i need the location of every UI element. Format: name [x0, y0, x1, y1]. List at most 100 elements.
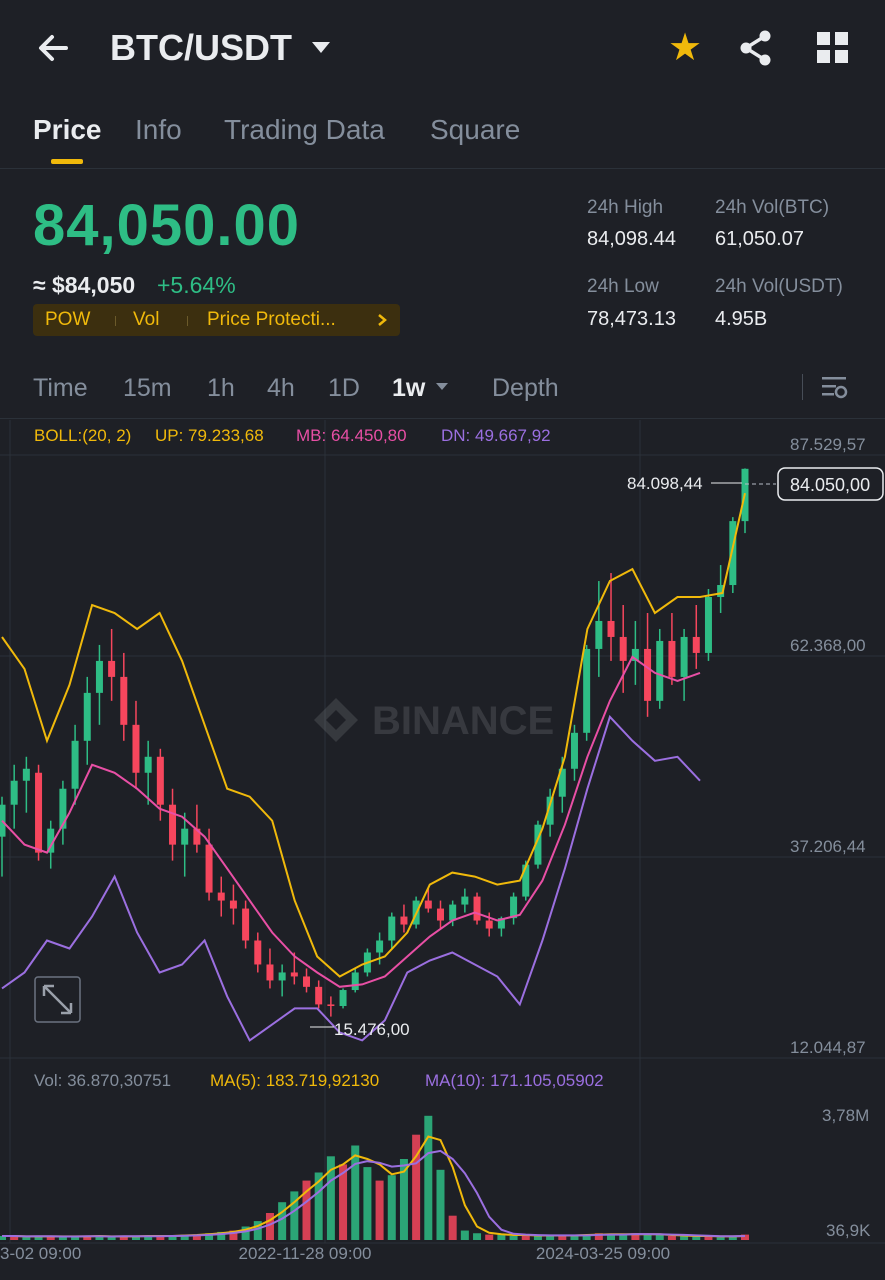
tab-info[interactable]: Info	[135, 114, 182, 145]
interval-15m[interactable]: 15m	[123, 374, 172, 402]
y-tick-label: 12.044,87	[790, 1038, 866, 1057]
page-tabs: Price Info Trading Data Square	[0, 108, 885, 169]
candle	[303, 968, 311, 993]
tab-price[interactable]: Price	[33, 114, 102, 145]
chevron-right-icon[interactable]	[376, 313, 388, 327]
candle-body	[193, 828, 201, 845]
candle-body	[534, 824, 542, 865]
binance-watermark: BINANCE	[314, 698, 554, 743]
chart-grid	[0, 420, 885, 1244]
candle-body	[570, 732, 578, 769]
candle	[327, 996, 335, 1017]
interval-1h[interactable]: 1h	[207, 374, 235, 402]
high-label: 24h High	[587, 197, 664, 218]
candle	[473, 892, 481, 925]
candle-body	[510, 896, 518, 919]
low-value: 78,473.13	[587, 308, 676, 330]
candle	[704, 589, 712, 661]
volume-bar	[741, 1234, 749, 1240]
share-icon[interactable]	[736, 28, 776, 68]
star-icon[interactable]: ★	[668, 27, 703, 69]
volume-bar	[716, 1237, 725, 1240]
volume-ma5-line	[2, 1135, 746, 1238]
candle-body	[729, 521, 737, 586]
candle-body	[668, 640, 676, 677]
low-label: 24h Low	[587, 276, 659, 297]
vol-btc-value: 61,050.07	[715, 228, 804, 250]
interval-time[interactable]: Time	[33, 374, 88, 402]
candle	[108, 628, 116, 701]
candle-body	[132, 724, 140, 773]
tag-price-protection[interactable]: Price Protecti...	[207, 309, 336, 330]
candle-body	[461, 896, 469, 905]
candle-body	[278, 972, 286, 981]
candle-body	[290, 972, 298, 977]
tag-vol[interactable]: Vol	[133, 309, 160, 330]
candle	[132, 700, 140, 789]
volume-bar	[192, 1234, 201, 1240]
candle	[217, 876, 225, 917]
tag-divider	[115, 316, 116, 326]
tab-trading-data[interactable]: Trading Data	[224, 114, 385, 145]
tag-bar[interactable]: POW Vol Price Protecti...	[33, 304, 400, 336]
x-tick-label: 2022-11-28 09:00	[239, 1244, 372, 1263]
y-tick-label: 87.529,57	[790, 435, 866, 454]
volume-bar	[692, 1235, 701, 1240]
volume-bar	[655, 1234, 664, 1240]
candle	[22, 756, 30, 813]
interval-1d[interactable]: 1D	[328, 374, 360, 402]
change-percent: +5.64%	[157, 272, 236, 298]
volume-bar	[314, 1172, 323, 1240]
volume-bar	[558, 1234, 567, 1240]
interval-depth[interactable]: Depth	[492, 374, 559, 402]
volume-bar	[241, 1226, 250, 1240]
tab-square[interactable]: Square	[430, 114, 521, 145]
volume-bar	[582, 1234, 591, 1240]
candle-body	[339, 990, 347, 1007]
candle	[315, 980, 323, 1009]
volume-bar	[424, 1115, 433, 1240]
usd-value: ≈ $84,050	[33, 272, 136, 298]
interval-1w[interactable]: 1w	[392, 374, 426, 402]
x-tick-label: 2024-03-25 09:00	[536, 1244, 670, 1263]
candle	[242, 900, 250, 949]
volume-bar	[168, 1235, 177, 1240]
y-tick-label: 37.206,44	[790, 837, 866, 856]
volume-bar	[290, 1191, 299, 1240]
expand-icon[interactable]	[34, 976, 81, 1023]
candle	[424, 888, 432, 913]
volume-bar	[217, 1231, 226, 1240]
caret-down-icon[interactable]	[436, 383, 448, 390]
candle-body	[473, 896, 481, 921]
volume-bar	[10, 1235, 19, 1240]
candle-body	[485, 920, 493, 929]
volume-bar	[351, 1145, 360, 1240]
volume-bar	[229, 1230, 238, 1240]
candle	[71, 724, 79, 805]
volume-ma10-line	[2, 1149, 746, 1238]
chart-settings-icon[interactable]	[820, 372, 850, 402]
back-arrow-icon[interactable]	[36, 28, 76, 68]
volume-bar	[302, 1180, 311, 1240]
volume-bar	[58, 1237, 67, 1240]
volume-bar	[460, 1230, 469, 1240]
volume-bar	[363, 1167, 372, 1240]
volume-bar	[448, 1215, 457, 1240]
divider	[802, 374, 803, 400]
interval-4h[interactable]: 4h	[267, 374, 295, 402]
volume-bar	[570, 1235, 579, 1240]
candle-body	[619, 636, 627, 661]
candle-body	[631, 648, 639, 661]
app-header: BTC/USDT ★	[0, 0, 885, 100]
boll-mb-line	[1, 655, 701, 988]
grid-icon[interactable]	[815, 30, 851, 66]
chevron-down-icon[interactable]	[312, 42, 330, 53]
candle	[400, 904, 408, 933]
volume-bars-layer	[0, 1115, 749, 1240]
volume-bar	[0, 1235, 6, 1240]
candle-body	[156, 756, 164, 805]
pair-title[interactable]: BTC/USDT	[110, 27, 292, 68]
vol-y-tick-max: 3,78M	[822, 1106, 869, 1125]
tag-pow[interactable]: POW	[45, 309, 91, 330]
